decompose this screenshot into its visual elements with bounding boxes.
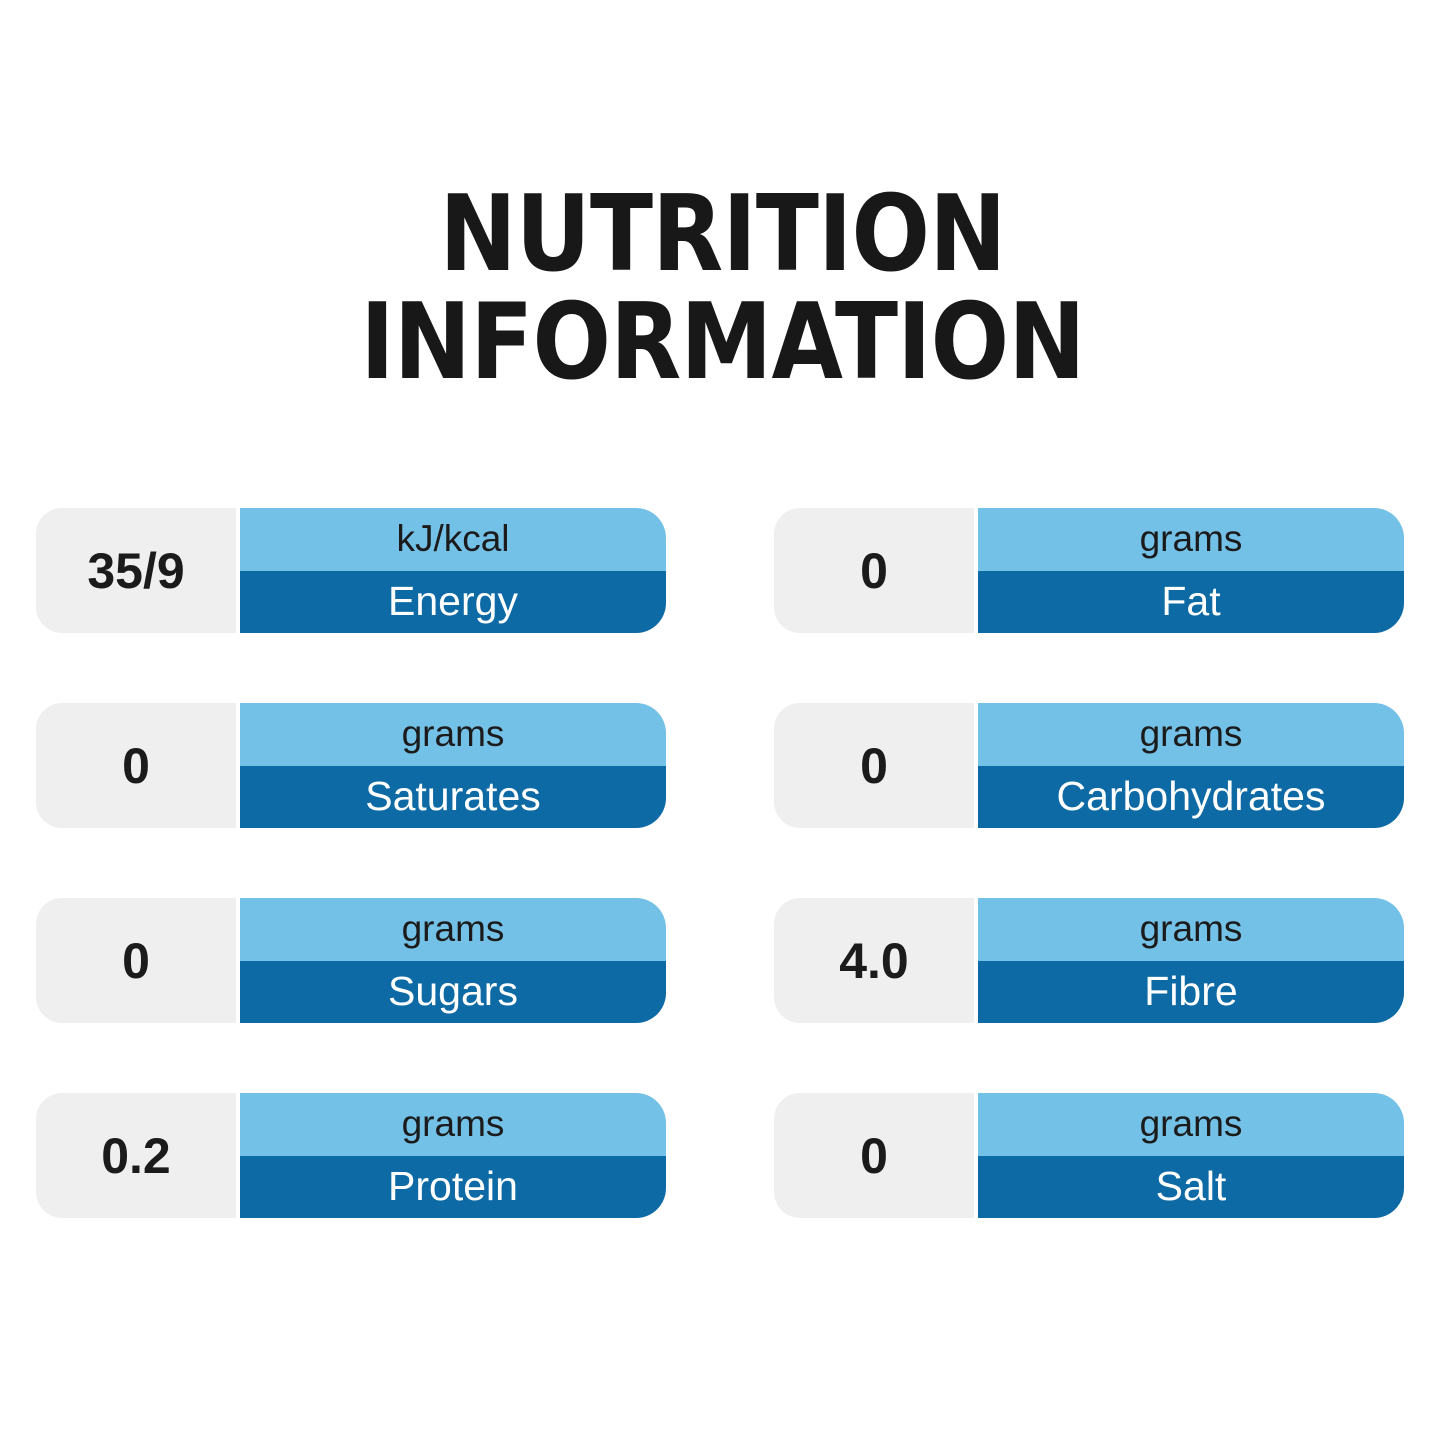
- value-protein: 0.2: [36, 1093, 236, 1218]
- page-title-line1: NUTRITION: [439, 173, 1006, 296]
- label-salt: Salt: [978, 1155, 1404, 1218]
- nutrition-card-saturates: 0 grams Saturates: [36, 703, 666, 828]
- bars-protein: grams Protein: [240, 1093, 666, 1218]
- nutrition-card-energy: 35/9 kJ/kcal Energy: [36, 508, 666, 633]
- value-carbohydrates: 0: [774, 703, 974, 828]
- bars-carbohydrates: grams Carbohydrates: [978, 703, 1404, 828]
- unit-protein: grams: [240, 1093, 666, 1156]
- unit-fibre: grams: [978, 898, 1404, 961]
- unit-sugars: grams: [240, 898, 666, 961]
- value-sugars: 0: [36, 898, 236, 1023]
- value-energy: 35/9: [36, 508, 236, 633]
- nutrition-card-carbohydrates: 0 grams Carbohydrates: [774, 703, 1404, 828]
- label-protein: Protein: [240, 1155, 666, 1218]
- bars-energy: kJ/kcal Energy: [240, 508, 666, 633]
- unit-energy: kJ/kcal: [240, 508, 666, 571]
- value-salt: 0: [774, 1093, 974, 1218]
- bars-sugars: grams Sugars: [240, 898, 666, 1023]
- nutrition-card-sugars: 0 grams Sugars: [36, 898, 666, 1023]
- label-sugars: Sugars: [240, 960, 666, 1023]
- bars-saturates: grams Saturates: [240, 703, 666, 828]
- unit-saturates: grams: [240, 703, 666, 766]
- value-fibre: 4.0: [774, 898, 974, 1023]
- label-fat: Fat: [978, 570, 1404, 633]
- unit-carbohydrates: grams: [978, 703, 1404, 766]
- label-fibre: Fibre: [978, 960, 1404, 1023]
- label-carbohydrates: Carbohydrates: [978, 765, 1404, 828]
- nutrition-card-fat: 0 grams Fat: [774, 508, 1404, 633]
- nutrition-card-fibre: 4.0 grams Fibre: [774, 898, 1404, 1023]
- value-fat: 0: [774, 508, 974, 633]
- bars-fibre: grams Fibre: [978, 898, 1404, 1023]
- nutrition-card-protein: 0.2 grams Protein: [36, 1093, 666, 1218]
- label-saturates: Saturates: [240, 765, 666, 828]
- nutrition-grid: 35/9 kJ/kcal Energy 0 grams Fat 0 grams …: [36, 508, 1404, 1218]
- nutrition-card-salt: 0 grams Salt: [774, 1093, 1404, 1218]
- value-saturates: 0: [36, 703, 236, 828]
- unit-salt: grams: [978, 1093, 1404, 1156]
- bars-salt: grams Salt: [978, 1093, 1404, 1218]
- bars-fat: grams Fat: [978, 508, 1404, 633]
- page-title: NUTRITION INFORMATION: [87, 180, 1359, 396]
- page-title-line2: INFORMATION: [360, 281, 1085, 404]
- label-energy: Energy: [240, 570, 666, 633]
- unit-fat: grams: [978, 508, 1404, 571]
